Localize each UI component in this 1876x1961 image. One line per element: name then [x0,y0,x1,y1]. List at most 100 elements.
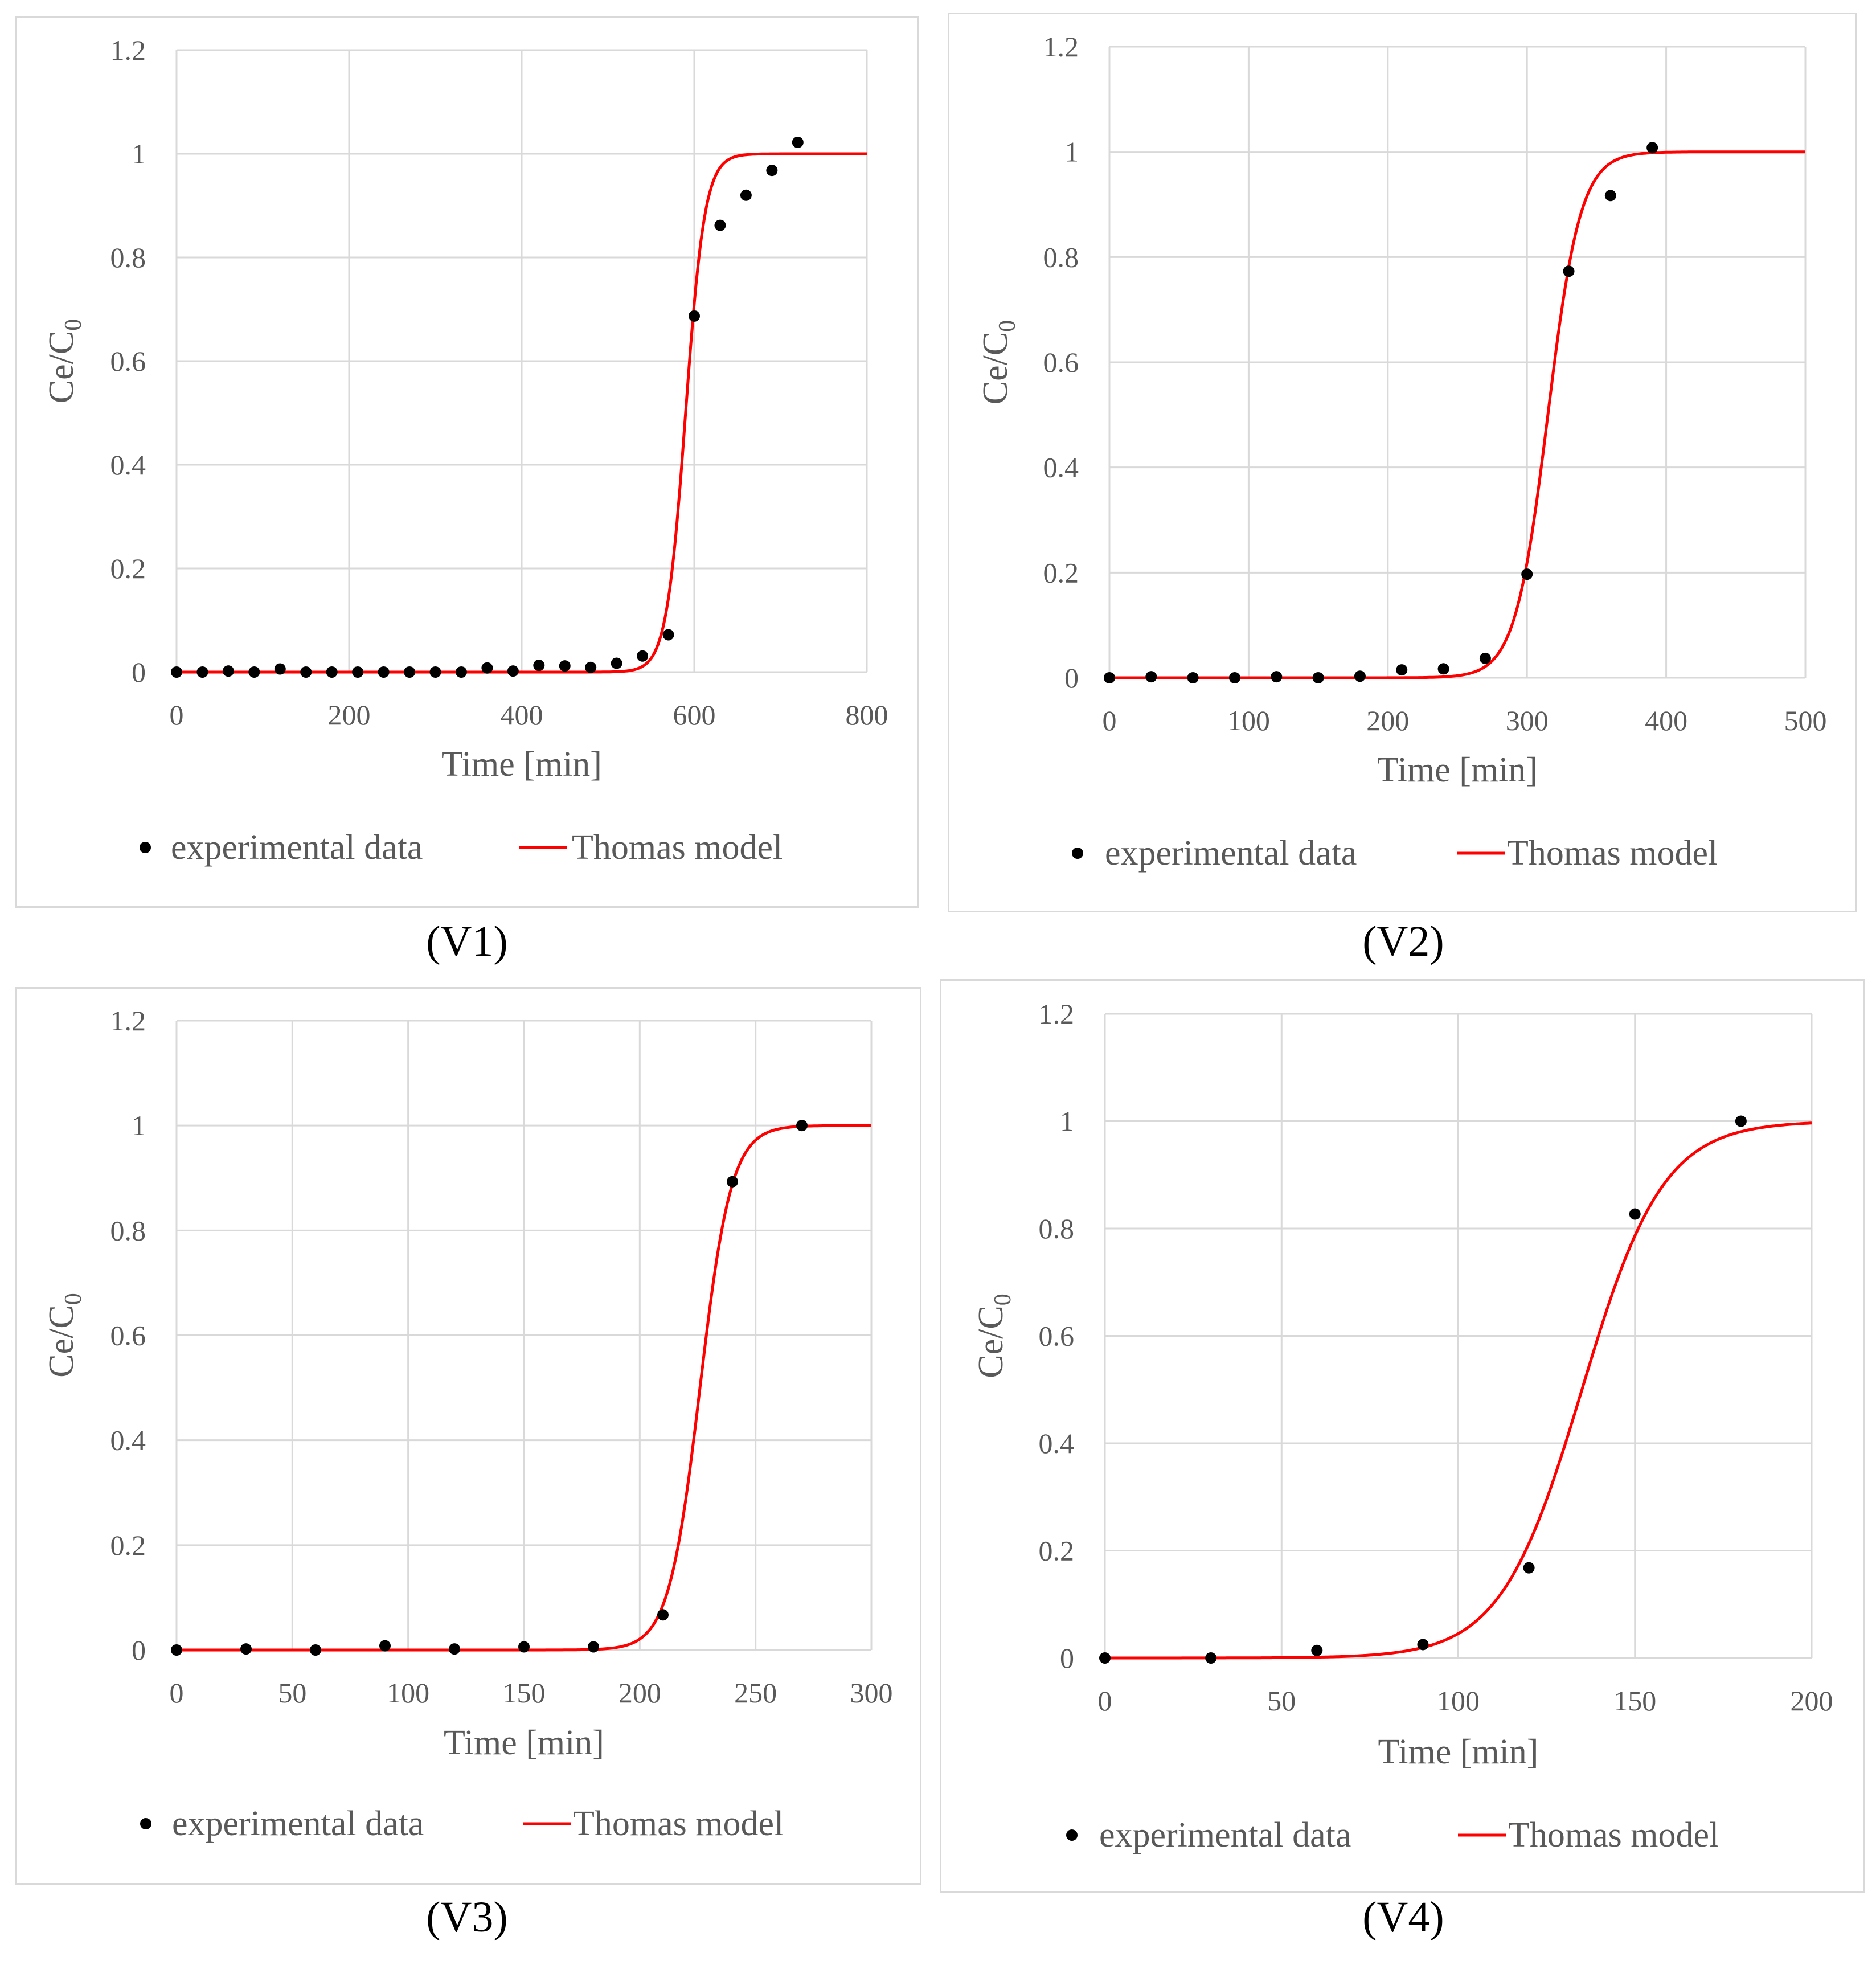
x-axis-title: Time [min] [1378,1733,1539,1771]
y-tick-label: 0.6 [110,1320,146,1352]
y-tick-label: 1 [1064,136,1079,168]
data-point [796,1120,808,1132]
data-point [1417,1639,1429,1651]
legend-label-experimental: experimental data [1099,1816,1351,1854]
legend-label-experimental: experimental data [172,1804,424,1843]
panel-v1-frame [15,16,919,908]
data-point [481,662,493,674]
data-point [1099,1652,1111,1664]
y-tick-label: 1 [1060,1106,1074,1137]
x-axis-title: Time [min] [1377,751,1538,789]
data-point [326,666,338,678]
x-tick-label: 100 [1227,705,1270,736]
y-axis-title-subscript: 0 [994,320,1021,332]
data-point [792,136,804,148]
caption-v2: (V2) [1362,918,1444,965]
data-point [1437,663,1449,675]
y-tick-label: 0.8 [110,241,146,273]
data-point [274,663,286,675]
y-tick-label: 0.4 [1039,1427,1075,1459]
thomas-model-line [1109,150,1805,679]
data-point [449,1643,460,1655]
y-axis-title: Ce/C0 [42,319,87,403]
data-point [1629,1208,1641,1220]
y-tick-label: 0.8 [1039,1213,1075,1244]
data-point [740,189,752,201]
data-point [507,665,519,677]
x-tick-label: 300 [1506,705,1549,736]
data-point [429,666,441,678]
data-point [1396,664,1408,676]
caption-v3: (V3) [426,1893,508,1941]
y-tick-label: 0.2 [1043,556,1079,588]
chart-v3: 0 0.2 0.4 0.6 0.8 1 1.2 0 50 100 150 200 250 300 Time … [42,1005,893,1843]
x-tick-label: 200 [328,699,371,731]
data-point [689,310,700,322]
x-tick-label: 0 [1103,705,1117,736]
y-tick-label: 0.8 [1043,241,1079,273]
chart-v2: 0 0.2 0.4 0.6 0.8 1 1.2 0 100 200 300 400 500 Time [m… [976,31,1827,873]
data-point [196,666,208,678]
data-point [588,1641,599,1653]
y-tick-label: 1 [132,1110,146,1141]
y-axis-title-main: Ce/C [42,331,81,403]
legend-marker-experimental [1066,1829,1078,1841]
data-point [1354,670,1366,682]
data-point [379,1640,391,1652]
x-tick-label: 200 [1366,705,1409,736]
data-point [518,1641,530,1653]
data-point [657,1609,669,1621]
data-point [1145,671,1157,683]
data-point [766,165,778,177]
data-point [240,1643,252,1655]
y-axis-title-subscript: 0 [60,1293,87,1305]
x-tick-label: 0 [170,1677,184,1709]
data-point [1646,142,1658,154]
data-point [404,666,416,678]
x-tick-label: 100 [1437,1685,1480,1717]
y-tick-label: 0.2 [110,1529,146,1561]
x-tick-label: 0 [1098,1685,1112,1717]
data-point [727,1176,738,1188]
data-point [1271,671,1283,683]
data-point [585,661,597,673]
y-tick-label: 1.2 [110,1005,146,1037]
data-point [559,660,571,672]
y-tick-label: 1.2 [110,34,146,66]
data-point [662,629,674,641]
y-axis-title-subscript: 0 [990,1293,1016,1305]
y-tick-label: 0.6 [1039,1320,1075,1352]
legend-label-model: Thomas model [1507,834,1718,873]
thomas-model-line [1105,1121,1812,1660]
data-point [310,1644,321,1656]
data-point [1228,672,1240,683]
x-tick-label: 500 [1784,705,1827,736]
y-tick-label: 0.2 [1039,1535,1075,1567]
data-point [1523,1562,1535,1574]
y-tick-label: 0.8 [110,1214,146,1246]
y-tick-label: 0.2 [110,552,146,584]
legend-marker-experimental [140,842,151,853]
data-point [1563,265,1575,277]
x-axis-title: Time [min] [441,745,602,784]
x-tick-label: 50 [278,1677,306,1709]
data-point [1521,568,1533,580]
data-point [378,666,390,678]
y-tick-label: 0 [1060,1642,1074,1674]
legend-marker-experimental [140,1818,151,1829]
data-point [1187,672,1199,683]
x-tick-label: 150 [503,1677,546,1709]
data-point [455,666,467,678]
y-axis-title: Ce/C0 [972,1293,1016,1378]
y-tick-label: 0 [1064,662,1079,694]
y-axis-title-main: Ce/C [42,1305,81,1377]
data-point [611,657,622,669]
data-point [1735,1115,1747,1127]
y-tick-label: 0 [132,1634,146,1666]
y-tick-label: 0.6 [1043,346,1079,378]
data-point [300,666,312,678]
x-tick-label: 100 [387,1677,429,1709]
legend-label-experimental: experimental data [1105,834,1357,873]
y-axis-title-subscript: 0 [60,319,87,331]
